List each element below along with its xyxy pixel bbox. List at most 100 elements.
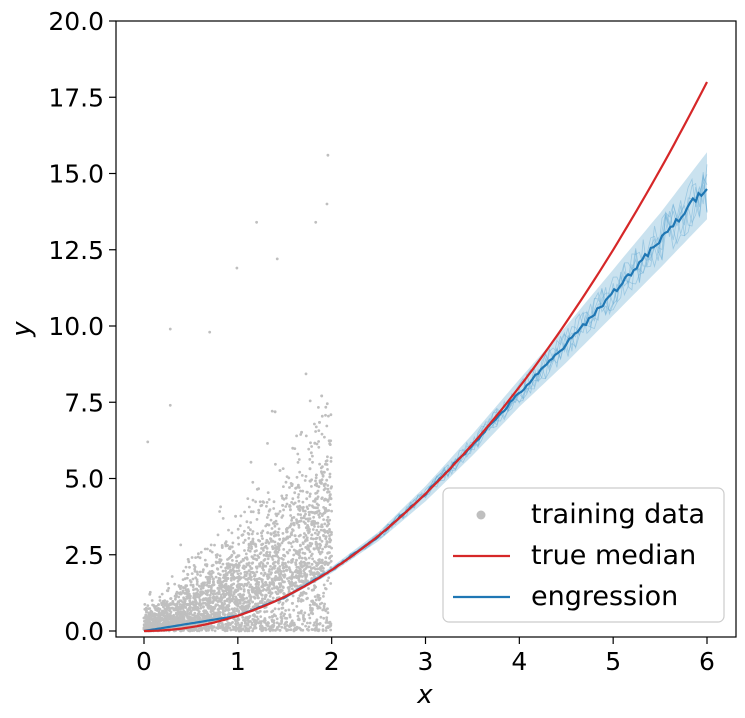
training-data-point bbox=[217, 581, 220, 585]
training-data-point bbox=[300, 430, 303, 434]
training-data-point bbox=[296, 505, 299, 509]
training-data-point bbox=[315, 482, 318, 485]
training-data-point bbox=[282, 537, 285, 541]
training-data-point bbox=[329, 486, 333, 490]
training-data-point bbox=[307, 510, 311, 514]
training-data-point bbox=[247, 589, 250, 592]
training-data-point bbox=[235, 607, 239, 611]
training-data-point bbox=[318, 512, 322, 515]
training-data-point bbox=[255, 487, 259, 491]
lines-layer bbox=[143, 81, 708, 633]
training-data-point bbox=[280, 619, 283, 623]
training-data-point bbox=[301, 500, 305, 504]
training-data-point bbox=[249, 510, 253, 514]
training-data-point bbox=[181, 620, 185, 624]
training-data-point bbox=[229, 569, 233, 573]
training-data-point bbox=[153, 605, 156, 608]
training-data-point bbox=[303, 532, 306, 535]
training-data-point bbox=[318, 462, 321, 466]
training-data-point bbox=[221, 612, 225, 616]
training-data-point bbox=[295, 558, 298, 562]
training-data-point bbox=[196, 615, 200, 619]
training-data-point bbox=[324, 507, 328, 510]
training-data-point bbox=[251, 510, 255, 514]
training-data-point bbox=[158, 599, 162, 602]
training-data-point bbox=[210, 601, 214, 604]
training-data-point bbox=[310, 628, 314, 631]
training-data-point bbox=[228, 601, 232, 604]
training-data-point bbox=[184, 606, 188, 609]
training-data-point bbox=[236, 580, 240, 583]
training-data-point bbox=[309, 441, 312, 445]
training-data-point bbox=[256, 532, 259, 535]
training-data-point bbox=[328, 621, 331, 625]
training-data-point bbox=[322, 534, 326, 538]
training-data-point bbox=[285, 628, 289, 631]
x-axis-label: x bbox=[416, 680, 433, 710]
training-data-point bbox=[272, 621, 276, 625]
training-data-point bbox=[261, 537, 264, 540]
training-data-point bbox=[212, 592, 216, 595]
training-data-point bbox=[305, 490, 309, 494]
training-data-point bbox=[323, 608, 327, 612]
training-data-point bbox=[201, 615, 205, 618]
training-data-point bbox=[281, 539, 285, 543]
training-data-point bbox=[250, 585, 254, 589]
training-data-point bbox=[264, 595, 267, 599]
training-data-point bbox=[290, 602, 294, 605]
training-data-point bbox=[299, 570, 302, 574]
training-data-point bbox=[198, 598, 202, 602]
training-data-point bbox=[278, 510, 282, 513]
training-data-point bbox=[272, 507, 276, 510]
training-data-point bbox=[328, 443, 332, 446]
training-data-point bbox=[270, 409, 274, 413]
training-data-point bbox=[275, 522, 279, 526]
training-data-point bbox=[291, 528, 294, 531]
training-data-point bbox=[297, 576, 301, 580]
training-data-point bbox=[302, 560, 306, 564]
training-data-point bbox=[312, 588, 315, 592]
training-data-point bbox=[257, 583, 260, 587]
training-data-point bbox=[314, 220, 318, 224]
training-data-point bbox=[247, 546, 251, 550]
training-data-point bbox=[236, 619, 239, 622]
training-data-point bbox=[281, 514, 285, 517]
training-data-point bbox=[229, 593, 233, 597]
training-data-point bbox=[297, 499, 301, 503]
training-data-point bbox=[304, 534, 308, 537]
training-data-point bbox=[290, 561, 293, 564]
training-data-point bbox=[175, 604, 179, 608]
training-data-point bbox=[243, 618, 247, 622]
training-data-point bbox=[244, 616, 247, 620]
training-data-point bbox=[167, 616, 171, 620]
training-data-point bbox=[158, 624, 162, 628]
training-data-point bbox=[296, 614, 300, 618]
training-data-point bbox=[187, 589, 191, 593]
training-data-point bbox=[296, 597, 300, 600]
training-data-point bbox=[248, 572, 252, 576]
training-data-point bbox=[314, 476, 318, 480]
training-data-point bbox=[304, 624, 307, 628]
training-data-point bbox=[256, 586, 260, 590]
training-data-point bbox=[271, 554, 275, 558]
training-data-point bbox=[199, 587, 203, 591]
training-data-point bbox=[182, 604, 186, 607]
training-data-point bbox=[321, 624, 325, 628]
training-data-point bbox=[247, 591, 251, 594]
training-data-point bbox=[290, 576, 293, 580]
training-data-point bbox=[314, 430, 317, 433]
training-data-point bbox=[282, 485, 285, 488]
training-data-point bbox=[310, 520, 314, 524]
training-data-point bbox=[246, 605, 250, 609]
training-data-point bbox=[266, 599, 269, 603]
training-data-point bbox=[266, 442, 269, 445]
training-data-point bbox=[247, 561, 251, 565]
training-data-point bbox=[224, 566, 228, 570]
training-data-point bbox=[290, 484, 294, 487]
training-data-point bbox=[192, 628, 196, 632]
training-data-point bbox=[235, 609, 239, 613]
training-data-point bbox=[276, 555, 280, 558]
training-data-point bbox=[273, 540, 277, 544]
training-data-point bbox=[292, 540, 295, 544]
training-data-point bbox=[158, 595, 162, 599]
